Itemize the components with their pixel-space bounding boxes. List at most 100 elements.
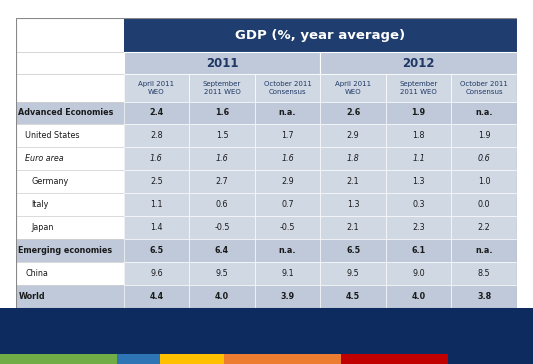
Text: 1.6: 1.6 bbox=[215, 108, 229, 118]
Bar bbox=[16, 193, 124, 216]
Bar bbox=[320, 147, 386, 170]
Bar bbox=[124, 262, 189, 285]
Text: 9.0: 9.0 bbox=[413, 269, 425, 278]
Bar bbox=[255, 74, 320, 102]
Text: 1.8: 1.8 bbox=[413, 131, 425, 141]
Text: 1.5: 1.5 bbox=[216, 131, 228, 141]
Text: 1.8: 1.8 bbox=[347, 154, 360, 163]
Bar bbox=[124, 285, 189, 308]
Bar bbox=[189, 193, 255, 216]
Text: 2.9: 2.9 bbox=[281, 177, 294, 186]
Text: 2.9: 2.9 bbox=[347, 131, 360, 141]
Bar bbox=[16, 52, 124, 74]
Bar bbox=[320, 74, 386, 102]
Text: Euro area: Euro area bbox=[25, 154, 63, 163]
Bar bbox=[189, 124, 255, 147]
Bar bbox=[16, 285, 124, 308]
Text: 1.7: 1.7 bbox=[281, 131, 294, 141]
Bar bbox=[189, 102, 255, 124]
Text: 8.5: 8.5 bbox=[478, 269, 490, 278]
Text: September
2011 WEO: September 2011 WEO bbox=[400, 81, 438, 95]
Bar bbox=[124, 18, 517, 52]
Text: 1.3: 1.3 bbox=[413, 177, 425, 186]
Bar bbox=[16, 18, 124, 52]
Bar bbox=[255, 102, 320, 124]
Bar bbox=[124, 147, 189, 170]
Text: World: World bbox=[19, 292, 45, 301]
Text: n.a.: n.a. bbox=[475, 246, 493, 255]
Text: September
2011 WEO: September 2011 WEO bbox=[203, 81, 241, 95]
Bar bbox=[124, 124, 189, 147]
Text: 0.6: 0.6 bbox=[478, 154, 490, 163]
Text: 0.0: 0.0 bbox=[478, 200, 490, 209]
Text: 1.6: 1.6 bbox=[281, 154, 294, 163]
Bar bbox=[386, 74, 451, 102]
Bar bbox=[124, 239, 189, 262]
Bar bbox=[255, 262, 320, 285]
Text: 6.1: 6.1 bbox=[411, 246, 426, 255]
Bar bbox=[255, 216, 320, 239]
Bar bbox=[117, 354, 160, 364]
Bar bbox=[16, 74, 124, 102]
Text: 1.1: 1.1 bbox=[150, 200, 163, 209]
Bar bbox=[0, 354, 117, 364]
Text: 2.4: 2.4 bbox=[149, 108, 164, 118]
Text: 1.9: 1.9 bbox=[411, 108, 426, 118]
Text: 1.1: 1.1 bbox=[413, 154, 425, 163]
Bar bbox=[451, 74, 517, 102]
Text: 2.1: 2.1 bbox=[347, 223, 359, 232]
Bar bbox=[451, 193, 517, 216]
Bar bbox=[320, 262, 386, 285]
Bar bbox=[320, 285, 386, 308]
Text: 1.9: 1.9 bbox=[478, 131, 490, 141]
Bar bbox=[124, 52, 320, 74]
Text: 6.5: 6.5 bbox=[346, 246, 360, 255]
Text: Advanced Economies: Advanced Economies bbox=[19, 108, 114, 118]
Bar bbox=[451, 285, 517, 308]
Bar bbox=[255, 170, 320, 193]
Bar bbox=[386, 170, 451, 193]
Text: 1.4: 1.4 bbox=[150, 223, 163, 232]
Bar bbox=[16, 102, 124, 124]
Text: 4.0: 4.0 bbox=[411, 292, 426, 301]
Text: 0.7: 0.7 bbox=[281, 200, 294, 209]
Text: 4.5: 4.5 bbox=[346, 292, 360, 301]
Text: 3.8: 3.8 bbox=[477, 292, 491, 301]
Bar bbox=[451, 170, 517, 193]
Bar bbox=[320, 52, 517, 74]
Text: n.a.: n.a. bbox=[279, 246, 296, 255]
Bar bbox=[451, 262, 517, 285]
Text: 3.9: 3.9 bbox=[280, 292, 295, 301]
Bar bbox=[255, 147, 320, 170]
Text: October 2011
Consensus: October 2011 Consensus bbox=[264, 81, 311, 95]
Bar bbox=[16, 170, 124, 193]
Text: Italy: Italy bbox=[31, 200, 49, 209]
Bar bbox=[386, 124, 451, 147]
Text: 1.0: 1.0 bbox=[478, 177, 490, 186]
Bar bbox=[124, 102, 189, 124]
Bar bbox=[320, 239, 386, 262]
Bar bbox=[386, 102, 451, 124]
Text: April 2011
WEO: April 2011 WEO bbox=[335, 81, 371, 95]
Bar bbox=[386, 239, 451, 262]
Bar bbox=[16, 216, 124, 239]
Bar bbox=[255, 124, 320, 147]
Text: 2.5: 2.5 bbox=[150, 177, 163, 186]
Text: 1.6: 1.6 bbox=[150, 154, 163, 163]
Text: 1.6: 1.6 bbox=[216, 154, 229, 163]
Bar bbox=[386, 262, 451, 285]
Text: 2.1: 2.1 bbox=[347, 177, 359, 186]
Bar bbox=[189, 147, 255, 170]
Bar bbox=[189, 239, 255, 262]
Bar bbox=[160, 354, 224, 364]
Bar bbox=[320, 102, 386, 124]
Bar bbox=[224, 354, 341, 364]
Bar bbox=[124, 193, 189, 216]
Text: 9.6: 9.6 bbox=[150, 269, 163, 278]
Bar bbox=[451, 147, 517, 170]
Text: 9.5: 9.5 bbox=[347, 269, 360, 278]
Bar bbox=[189, 262, 255, 285]
Text: 2012: 2012 bbox=[402, 57, 435, 70]
Text: 6.4: 6.4 bbox=[215, 246, 229, 255]
Bar bbox=[255, 239, 320, 262]
